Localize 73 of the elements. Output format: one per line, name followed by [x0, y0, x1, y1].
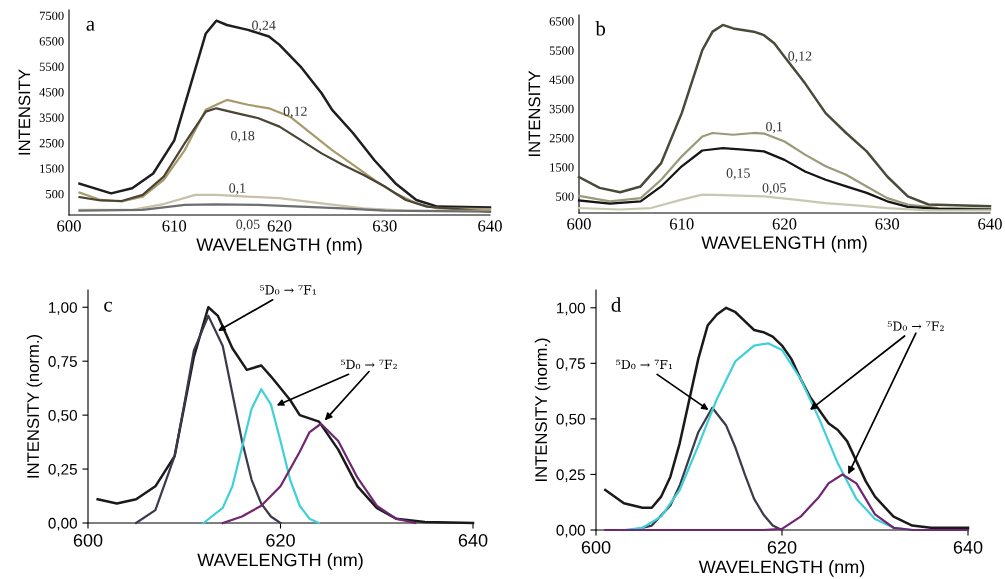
y-tick-label: 0,25	[48, 463, 77, 477]
y-tick-label: 4500	[39, 88, 64, 97]
y-tick-label: 1,00	[49, 302, 77, 315]
y-tick-label: 1500	[550, 163, 574, 172]
series-label: 0,1	[229, 183, 246, 195]
y-tick-label: 7500	[39, 11, 64, 21]
y-tick-label: 1,00	[557, 302, 585, 316]
line-series	[78, 203, 492, 213]
line-series	[577, 23, 992, 208]
y-axis-title: INTENSITY	[528, 70, 541, 156]
y-tick-label: 0,50	[48, 410, 77, 423]
y-tick-label: 500	[556, 192, 574, 201]
x-tick-label: 600	[581, 540, 611, 554]
x-axis-title: WAVELENGTH (nm)	[196, 237, 362, 255]
chart-title: d	[611, 297, 622, 312]
y-tick-label: 3500	[39, 113, 64, 122]
series-label: 0,1	[766, 121, 783, 134]
y-tick-label: 6500	[549, 17, 574, 26]
y-axis-title: INTENSITY (norm.)	[534, 338, 551, 481]
annotation: ⁵D₀ → ⁷F₂	[887, 321, 944, 331]
y-tick-label: 0,75	[48, 356, 77, 369]
y-tick-label: 0,50	[556, 413, 585, 427]
y-tick-label: 500	[46, 189, 64, 199]
annotation: ⁵D₀ → ⁷F₁	[616, 359, 672, 370]
y-tick-label: 0,00	[48, 517, 77, 531]
line-series	[604, 473, 970, 532]
x-tick-label: 640	[978, 218, 1002, 230]
series-label: 0,18	[231, 130, 255, 143]
x-tick-label: 600	[567, 218, 591, 230]
chart-title: b	[595, 20, 606, 36]
line-series	[202, 388, 321, 525]
y-axis-title: INTENSITY	[18, 69, 31, 155]
series-label: 0,12	[788, 51, 812, 63]
x-tick-label: 640	[478, 220, 502, 232]
line-series	[221, 422, 417, 525]
y-tick-label: 5500	[39, 62, 64, 71]
y-tick-label: 6500	[39, 37, 64, 46]
x-tick-label: 640	[953, 540, 983, 554]
y-tick-label: 2500	[39, 138, 64, 148]
x-tick-label: 600	[73, 533, 103, 547]
annotation: ⁵D₀ → ⁷F₁	[260, 285, 316, 295]
line-series	[135, 314, 282, 525]
x-axis-title: WAVELENGTH (nm)	[698, 560, 865, 577]
y-tick-label: 3500	[549, 104, 574, 114]
x-tick-label: 620	[772, 218, 797, 230]
series-label: 0,05	[762, 183, 786, 195]
series-label: 0,15	[726, 168, 750, 180]
x-tick-label: 640	[458, 533, 488, 547]
y-tick-label: 2500	[549, 133, 574, 143]
chart-title: a	[86, 20, 95, 31]
x-tick-label: 620	[266, 533, 295, 547]
x-tick-label: 610	[669, 218, 694, 230]
x-tick-label: 610	[162, 220, 187, 232]
y-axis-title: INTENSITY (norm.)	[26, 334, 43, 478]
y-tick-label: 4500	[549, 75, 574, 84]
x-tick-label: 620	[767, 540, 797, 554]
y-tick-label: 5500	[549, 46, 574, 55]
x-tick-label: 620	[267, 220, 292, 232]
x-tick-label: 600	[57, 220, 81, 232]
y-tick-label: 0,00	[556, 524, 585, 538]
series-label: 0,24	[252, 20, 276, 32]
chart-title: c	[104, 301, 113, 312]
series-label: 0,05	[236, 219, 260, 231]
line-series	[78, 19, 492, 209]
annotation: ⁵D₀ → ⁷F₂	[340, 359, 397, 370]
x-axis-title: WAVELENGTH (nm)	[197, 553, 363, 570]
x-tick-label: 630	[372, 220, 397, 232]
y-tick-label: 1500	[40, 164, 64, 173]
x-tick-label: 630	[875, 218, 900, 230]
y-tick-label: 0,25	[556, 469, 585, 482]
series-label: 0,12	[283, 106, 307, 118]
x-axis-title: WAVELENGTH (nm)	[701, 235, 867, 253]
y-tick-label: 0,75	[556, 358, 585, 371]
